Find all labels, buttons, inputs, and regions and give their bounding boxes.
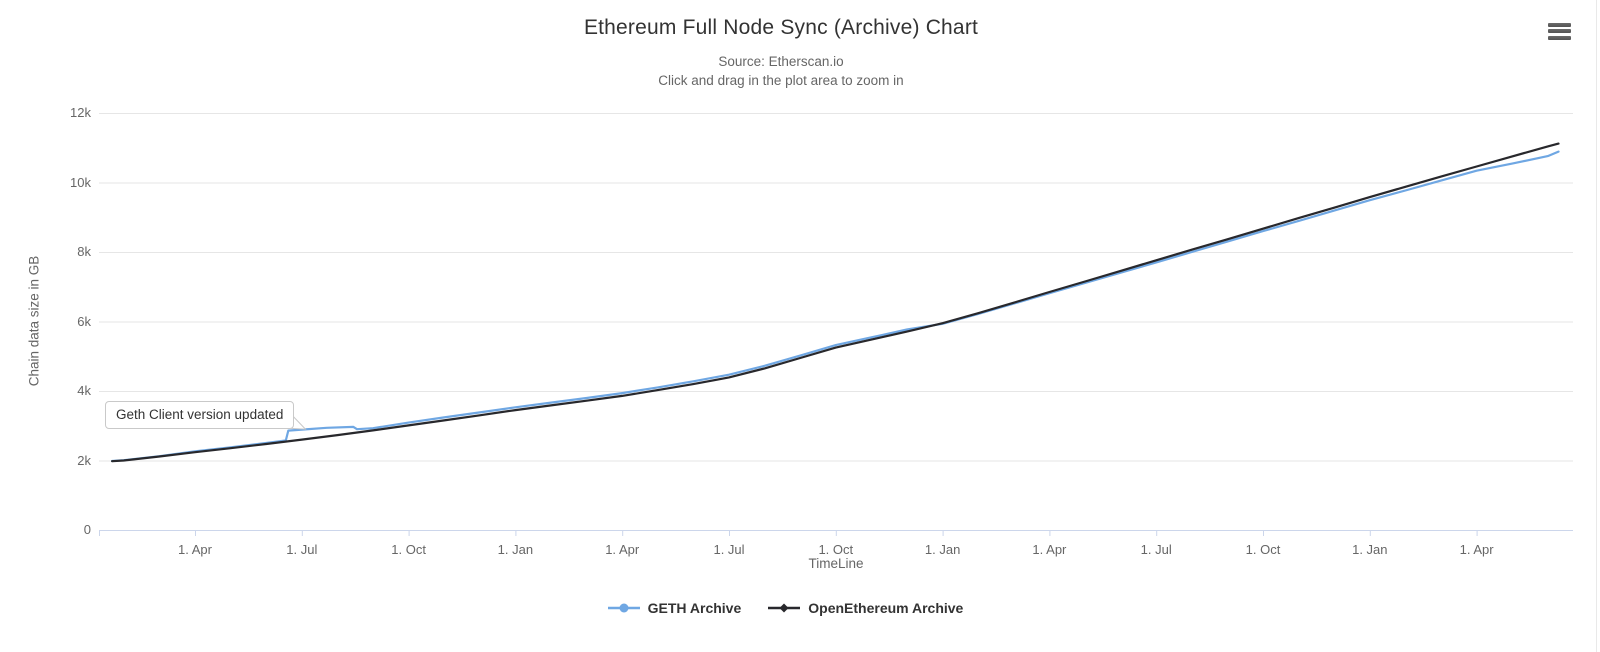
geth-line-circle-marker-icon <box>607 603 640 613</box>
gridlines <box>99 113 1573 531</box>
x-axis-label: 1. Apr <box>178 542 212 557</box>
annotation-label: Geth Client version updated <box>105 401 295 429</box>
y-axis-label: 0 <box>83 522 91 537</box>
chart-context-menu-button[interactable] <box>1546 20 1573 45</box>
menu-bar-icon <box>1548 22 1571 27</box>
legend-label-openethereum: OpenEthereum Archive <box>808 600 964 616</box>
x-axis-label: 1. Apr <box>605 542 640 557</box>
openethereum-line-diamond-marker-icon <box>768 603 801 613</box>
x-axis-label: 1. Jan <box>497 542 534 557</box>
x-axis-label: 1. Oct <box>1245 542 1281 557</box>
menu-bar-icon <box>1548 29 1571 34</box>
y-axis-label: 2k <box>77 452 91 468</box>
x-axis-label: 1. Apr <box>1032 542 1067 557</box>
series-openethereum-archive <box>111 142 1560 463</box>
menu-bar-icon <box>1548 35 1571 40</box>
page-right-border <box>1596 0 1597 652</box>
legend-item-geth-archive[interactable]: GETH Archive <box>607 600 742 616</box>
y-axis-label: 8k <box>77 244 91 259</box>
x-axis-label: 1. Oct <box>391 542 426 557</box>
x-axis <box>99 530 1573 536</box>
x-axis-label: 1. Oct <box>818 542 854 557</box>
y-axis-label: 12k <box>70 105 91 120</box>
x-axis-label: 1. Jul <box>1140 542 1172 557</box>
legend-label-geth: GETH Archive <box>647 600 742 616</box>
y-axis-label: 6k <box>77 313 91 329</box>
x-axis-label: 1. Jan <box>924 542 961 557</box>
x-axis-label: 1. Apr <box>1459 542 1494 557</box>
chart-subtitle-source: Source: Etherscan.io <box>718 54 844 69</box>
x-axis-label: 1. Jul <box>286 542 318 557</box>
series-geth-archive <box>111 150 1560 463</box>
y-axis-label: 4k <box>77 383 91 398</box>
chart-subtitle-hint: Click and drag in the plot area to zoom … <box>658 73 904 88</box>
x-axis-label: 1. Jul <box>713 542 745 557</box>
chart-title: Ethereum Full Node Sync (Archive) Chart <box>583 16 979 39</box>
legend-item-openethereum-archive[interactable]: OpenEthereum Archive <box>767 600 963 616</box>
y-axis-label: 10k <box>70 174 91 190</box>
x-axis-label: 1. Jan <box>1352 542 1388 557</box>
x-axis-title: TimeLine <box>808 556 864 571</box>
legend: GETH Archive OpenEthereum Archive <box>0 600 1570 616</box>
